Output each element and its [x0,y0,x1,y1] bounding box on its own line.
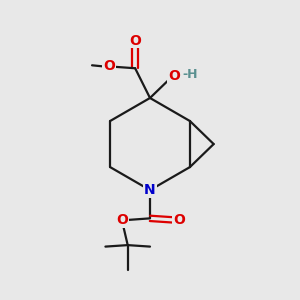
Text: O: O [117,213,129,227]
Text: O: O [103,59,115,73]
Text: -H: -H [182,68,198,81]
Text: O: O [173,213,185,227]
Text: O: O [168,69,180,83]
Text: O: O [129,34,141,48]
Text: N: N [144,183,156,197]
